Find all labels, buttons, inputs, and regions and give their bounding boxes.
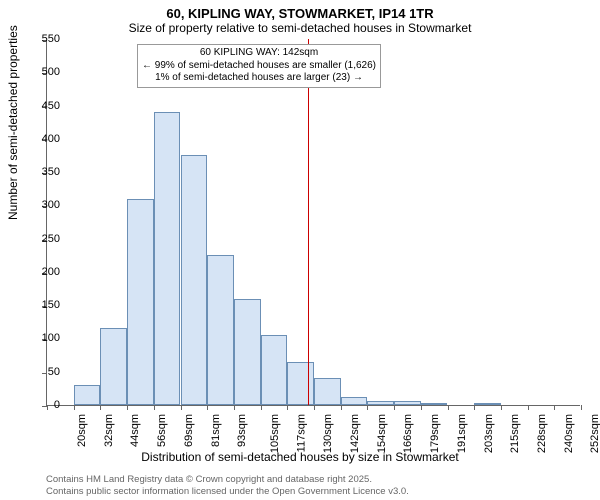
histogram-bar	[74, 385, 101, 405]
x-tick	[341, 405, 342, 410]
x-tick-label: 228sqm	[536, 414, 548, 453]
x-tick	[154, 405, 155, 410]
x-tick	[448, 405, 449, 410]
y-tick-label: 150	[20, 299, 60, 311]
x-tick	[421, 405, 422, 410]
y-tick-label: 0	[20, 399, 60, 411]
histogram-bar	[207, 255, 234, 405]
x-tick	[554, 405, 555, 410]
x-tick-label: 166sqm	[403, 414, 415, 453]
x-tick	[394, 405, 395, 410]
histogram-bar	[181, 155, 208, 405]
histogram-bar	[394, 401, 421, 405]
x-tick-label: 191sqm	[456, 414, 468, 453]
x-tick	[528, 405, 529, 410]
x-tick	[261, 405, 262, 410]
histogram-bar	[341, 397, 368, 405]
plot-region: 60 KIPLING WAY: 142sqm← 99% of semi-deta…	[46, 40, 580, 406]
y-tick-label: 200	[20, 266, 60, 278]
x-tick-label: 203sqm	[483, 414, 495, 453]
x-tick	[581, 405, 582, 410]
x-tick-label: 252sqm	[589, 414, 600, 453]
x-tick-label: 44sqm	[129, 414, 141, 447]
x-tick-label: 130sqm	[322, 414, 334, 453]
x-tick	[474, 405, 475, 410]
histogram-bar	[154, 112, 181, 405]
attribution-line1: Contains HM Land Registry data © Crown c…	[46, 474, 409, 486]
y-tick-label: 250	[20, 233, 60, 245]
x-tick-label: 179sqm	[429, 414, 441, 453]
y-tick-label: 500	[20, 66, 60, 78]
y-tick-label: 550	[20, 33, 60, 45]
x-tick-label: 240sqm	[563, 414, 575, 453]
x-tick	[100, 405, 101, 410]
y-tick-label: 400	[20, 133, 60, 145]
histogram-bar	[261, 335, 288, 405]
chart-area: 60 KIPLING WAY: 142sqm← 99% of semi-deta…	[46, 40, 580, 406]
x-tick	[367, 405, 368, 410]
y-tick-label: 100	[20, 332, 60, 344]
y-tick-label: 350	[20, 166, 60, 178]
x-tick	[287, 405, 288, 410]
y-tick-label: 50	[20, 366, 60, 378]
y-tick-label: 450	[20, 100, 60, 112]
x-tick-label: 215sqm	[509, 414, 521, 453]
histogram-bar	[234, 299, 261, 405]
chart-title-line1: 60, KIPLING WAY, STOWMARKET, IP14 1TR	[0, 6, 600, 21]
annotation-line: ← 99% of semi-detached houses are smalle…	[142, 60, 376, 73]
x-tick-label: 117sqm	[295, 414, 307, 452]
x-tick-label: 20sqm	[76, 414, 88, 447]
x-tick	[314, 405, 315, 410]
attribution-line2: Contains public sector information licen…	[46, 486, 409, 498]
x-tick-label: 142sqm	[349, 414, 361, 453]
y-tick-label: 300	[20, 199, 60, 211]
histogram-bar	[421, 403, 448, 405]
x-tick-label: 69sqm	[183, 414, 195, 447]
x-tick	[127, 405, 128, 410]
chart-title-line2: Size of property relative to semi-detach…	[0, 21, 600, 35]
x-tick-label: 105sqm	[269, 414, 281, 453]
histogram-bar	[287, 362, 314, 405]
x-tick	[234, 405, 235, 410]
attribution-text: Contains HM Land Registry data © Crown c…	[46, 474, 409, 498]
histogram-bar	[367, 401, 394, 405]
reference-line	[308, 39, 309, 405]
x-tick-label: 154sqm	[376, 414, 388, 453]
x-tick-label: 81sqm	[210, 414, 222, 447]
x-tick-label: 32sqm	[103, 414, 115, 447]
annotation-line: 60 KIPLING WAY: 142sqm	[142, 47, 376, 60]
x-tick-label: 56sqm	[156, 414, 168, 447]
y-axis-label: Number of semi-detached properties	[6, 25, 20, 220]
annotation-line: 1% of semi-detached houses are larger (2…	[142, 72, 376, 85]
annotation-box: 60 KIPLING WAY: 142sqm← 99% of semi-deta…	[137, 44, 381, 88]
x-tick	[74, 405, 75, 410]
histogram-bar	[474, 403, 501, 405]
histogram-bar	[127, 199, 154, 405]
x-tick	[181, 405, 182, 410]
x-tick-label: 93sqm	[236, 414, 248, 447]
histogram-bar	[100, 328, 127, 405]
histogram-bar	[314, 378, 341, 405]
x-tick	[207, 405, 208, 410]
x-tick	[501, 405, 502, 410]
